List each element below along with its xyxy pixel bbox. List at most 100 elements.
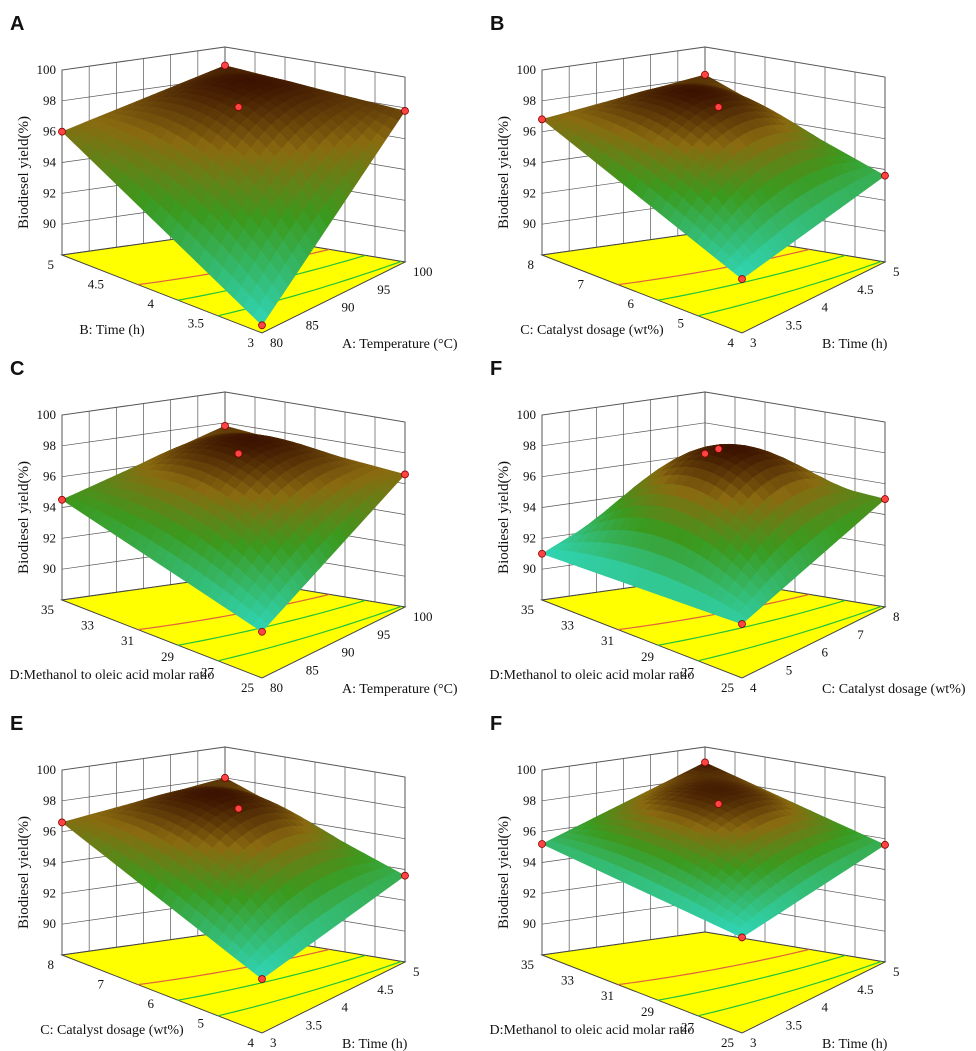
left-axis-tick: 4 [728, 335, 735, 350]
z-tick-label: 96 [43, 824, 57, 839]
z-tick-label: 92 [43, 185, 56, 200]
z-tick-label: 96 [523, 124, 537, 139]
floor-contour-line [177, 599, 366, 646]
design-point [701, 449, 709, 458]
right-axis-tick: 6 [822, 645, 829, 660]
floor-contour-line [177, 954, 366, 1001]
right-axis-tick: 5 [413, 964, 420, 979]
left-axis-tick: 4 [148, 296, 155, 311]
right-axis-tick: 5 [893, 964, 900, 979]
floor-contour-line [657, 254, 846, 301]
design-point [714, 103, 723, 111]
left-axis-tick: 5 [48, 257, 55, 272]
z-tick-label: 98 [523, 438, 536, 453]
left-axis-tick: 33 [561, 618, 574, 633]
surface-plot-panel-1: 100 98 96 94 92 90 Biodiesel yield(%) 8 7 6 5 4 C: C… [490, 13, 900, 352]
design-point [881, 840, 889, 849]
response-surface [541, 443, 886, 625]
left-axis-tick: 31 [121, 633, 134, 648]
right-axis-tick: 100 [413, 609, 433, 624]
z-tick-label: 98 [523, 93, 536, 108]
design-point [58, 495, 66, 504]
floor-contour-line [217, 960, 402, 1017]
z-tick-label: 98 [43, 438, 56, 453]
contour-floor [60, 931, 407, 1034]
right-axis-tick: 90 [342, 300, 355, 315]
z-tick-label: 92 [523, 530, 536, 545]
design-point [714, 800, 723, 808]
floor-contour-line [137, 593, 330, 631]
right-axis-tick: 4.5 [857, 982, 873, 997]
surface-patch [252, 305, 269, 326]
surface-plot-panel-2: 100 98 96 94 92 90 Biodiesel yield(%) 35 33 31 29 2… [10, 358, 458, 697]
z-tick-label: 100 [37, 62, 57, 77]
left-axis-label: D:Methanol to oleic acid molar ratio [490, 1023, 695, 1038]
design-point [401, 107, 409, 115]
left-axis-label: C: Catalyst dosage (wt%) [520, 323, 664, 338]
right-axis-tick: 80 [270, 335, 283, 350]
right-axis-tick: 3 [750, 1035, 757, 1050]
floor-contour-line [617, 248, 810, 286]
design-point [881, 495, 889, 503]
design-point [538, 115, 546, 124]
design-point [258, 321, 266, 330]
right-axis-tick: 4 [822, 300, 829, 315]
right-axis-tick: 4.5 [377, 982, 393, 997]
design-point [738, 275, 746, 283]
right-axis-tick: 4 [822, 1000, 829, 1015]
design-point [738, 620, 746, 628]
right-axis-label: C: Catalyst dosage (wt%) [822, 682, 966, 697]
left-axis-label: B: Time (h) [79, 323, 145, 338]
design-point [234, 804, 243, 813]
design-point [738, 933, 746, 942]
left-axis-tick: 29 [641, 1004, 654, 1019]
z-tick-label: 94 [523, 500, 537, 515]
right-axis-label: B: Time (h) [342, 1037, 408, 1051]
z-tick-label: 92 [43, 530, 56, 545]
z-tick-label: 100 [517, 762, 537, 777]
floor-contour-line [657, 599, 846, 646]
right-axis-tick: 3.5 [306, 1017, 322, 1032]
surface-plot-panel-3: 100 98 96 94 92 90 Biodiesel yield(%) 35 33 31 29 2… [490, 358, 966, 697]
z-tick-label: 94 [43, 500, 57, 515]
response-surface [61, 65, 406, 326]
right-axis-tick: 5 [786, 662, 793, 677]
design-point [258, 627, 266, 636]
design-point [258, 975, 266, 983]
design-point [221, 773, 229, 782]
z-axis-label: Biodiesel yield(%) [16, 816, 32, 929]
z-axis-label: Biodiesel yield(%) [496, 816, 512, 929]
design-point [401, 871, 409, 880]
left-axis-label: D:Methanol to oleic acid molar ratio [490, 668, 695, 683]
response-surface [541, 762, 886, 938]
left-axis-tick: 27 [681, 1019, 695, 1034]
z-tick-label: 90 [43, 561, 56, 576]
left-axis-tick: 35 [521, 602, 534, 617]
right-axis-tick: 85 [306, 317, 319, 332]
contour-floor [540, 931, 887, 1034]
floor-contour-line [617, 948, 810, 986]
z-tick-label: 98 [523, 793, 536, 808]
left-axis-tick: 33 [561, 973, 574, 988]
left-axis-tick: 25 [721, 680, 734, 695]
z-tick-label: 90 [523, 216, 536, 231]
right-axis-label: A: Temperature (°C) [342, 337, 458, 352]
left-axis-tick: 7 [578, 277, 585, 292]
z-axis-label: Biodiesel yield(%) [496, 116, 512, 229]
response-surface [61, 425, 406, 633]
panel-label: C [10, 358, 24, 380]
right-axis-tick: 3.5 [786, 1017, 802, 1032]
right-axis-tick: 100 [413, 264, 433, 279]
design-point [58, 127, 66, 136]
left-axis-tick: 33 [81, 618, 94, 633]
z-tick-label: 100 [37, 407, 57, 422]
panel-label: F [490, 358, 502, 380]
left-axis-tick: 3 [248, 335, 255, 350]
left-axis-tick: 8 [48, 957, 55, 972]
z-tick-label: 92 [523, 185, 536, 200]
z-tick-label: 96 [43, 469, 57, 484]
z-tick-label: 96 [523, 824, 537, 839]
panel-label: A [10, 13, 24, 35]
left-axis-tick: 29 [161, 649, 174, 664]
